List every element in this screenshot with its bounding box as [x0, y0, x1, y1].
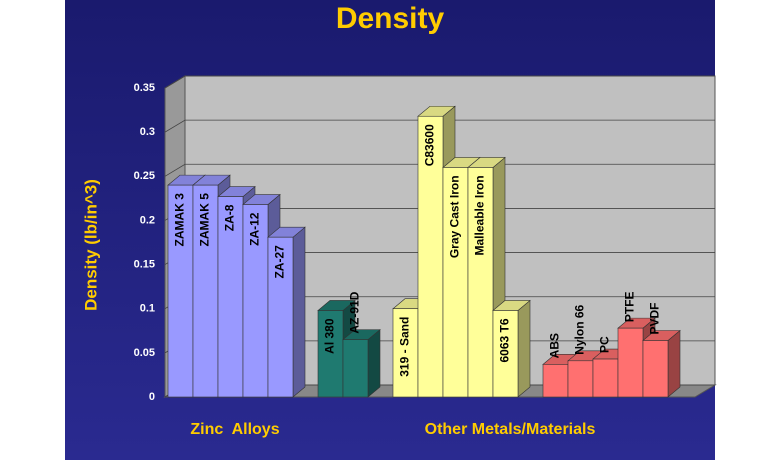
group-label: Other Metals/Materials — [425, 421, 596, 438]
y-tick-label: 0.2 — [140, 214, 155, 226]
bar-label: Gray Cast Iron — [448, 175, 462, 258]
bar-label: ABS — [548, 333, 562, 358]
group-label: Zinc Alloys — [190, 421, 279, 438]
y-axis-title: Density (lb/in^3) — [81, 179, 100, 311]
bar — [542, 364, 569, 398]
bar — [342, 339, 369, 398]
bar-side — [292, 226, 306, 398]
bar — [242, 204, 269, 398]
y-tick-label: 0.15 — [134, 258, 155, 270]
bar-label: PTFE — [623, 291, 637, 322]
grid-line — [164, 163, 715, 177]
bar — [192, 184, 219, 398]
bar-label: ZA-27 — [273, 245, 287, 279]
bar-side — [367, 328, 381, 398]
grid-line — [164, 119, 715, 133]
bar — [217, 196, 244, 398]
bar-label: PVDF — [648, 302, 662, 334]
bar-label: Nylon 66 — [573, 304, 587, 354]
bar — [467, 167, 494, 398]
bar — [267, 236, 294, 398]
y-tick-label: 0 — [149, 391, 155, 403]
bar — [392, 308, 419, 398]
bar — [442, 167, 469, 398]
bar — [592, 358, 619, 398]
bar-label: AZ-91D — [348, 291, 362, 333]
y-tick-label: 0.35 — [134, 82, 155, 94]
bar — [417, 115, 444, 398]
bar — [642, 340, 669, 398]
bar-label: 6063 T6 — [498, 318, 512, 362]
bar — [317, 310, 344, 398]
bar — [567, 360, 594, 398]
bar — [617, 327, 644, 398]
bar — [167, 184, 194, 398]
bar-label: 319 - Sand — [398, 317, 412, 377]
y-tick-label: 0.1 — [140, 303, 155, 315]
bar-label: PC — [598, 336, 612, 353]
bar-label: ZA-12 — [248, 212, 262, 246]
bar-side — [667, 329, 681, 398]
bar-side — [517, 299, 531, 398]
bar — [492, 310, 519, 398]
bar-label: Al 380 — [323, 318, 337, 354]
bar-label: ZA-8 — [223, 204, 237, 231]
y-tick-label: 0.05 — [134, 347, 155, 359]
bar-label: ZAMAK 3 — [173, 193, 187, 247]
chart-title: Density — [336, 2, 445, 35]
y-tick-label: 0.25 — [134, 170, 155, 182]
bar-label: ZAMAK 5 — [198, 193, 212, 247]
y-tick-label: 0.3 — [140, 126, 155, 138]
bar-label: Malleable Iron — [473, 175, 487, 255]
bar-label: C83600 — [423, 124, 437, 166]
grid-line — [164, 75, 715, 89]
